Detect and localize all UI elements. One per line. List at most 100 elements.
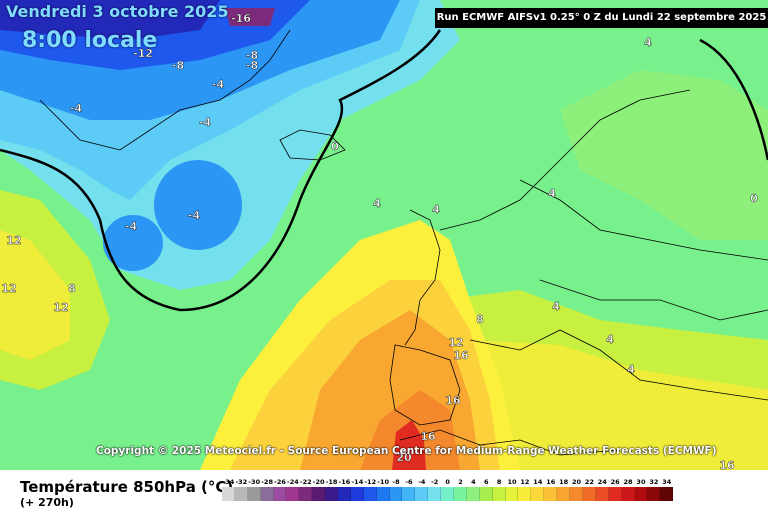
legend-title: Température 850hPa (°C) [20,478,234,496]
scale-swatch [428,487,442,501]
scale-tick: 10 [507,478,517,486]
isotherm-label: 4 [548,187,556,200]
isotherm-zero-east [699,38,768,161]
scale-tick: -4 [418,478,426,486]
scale-tick: 6 [483,478,489,486]
scale-swatch [350,487,364,501]
legend-panel: Température 850hPa (°C) (+ 270h) -34 -32-… [0,470,768,512]
scale-swatch [273,487,287,501]
scale-tick: -26 [274,478,286,486]
scale-tick: 8 [496,478,502,486]
isotherm-label: 0 [331,140,339,153]
scale-tick: 14 [533,478,543,486]
isotherm-label: 12 [53,301,68,314]
field-cold-20 [225,8,275,26]
scale-tick: -16 [338,478,351,486]
isotherm-label: 12 [448,336,463,349]
legend-subtitle: (+ 270h) [20,496,74,509]
isotherm-labels: -16-12-8-8-8-4-4-4-4-404 4444440881212121… [1,12,758,470]
isotherm-label: 12 [6,234,21,247]
scale-swatch [286,487,300,501]
scale-swatch [660,487,674,501]
scale-tick: 0 [445,478,450,486]
scale-swatch [260,487,274,501]
scale-swatch [363,487,377,501]
isotherm-label: -8 [246,59,258,72]
isotherm-label: 4 [606,333,614,346]
isotherm-label: 16 [453,349,469,362]
isotherm-label: 4 [644,36,652,49]
isotherm-label: -12 [133,47,153,60]
scale-swatch [492,487,506,501]
isotherm-label: -4 [199,116,212,129]
scale-tick: 24 [597,478,607,486]
model-run-label: Run ECMWF AIFSv1 0.25° 0 Z du Lundi 22 s… [435,8,768,28]
scale-tick: -24 [287,478,299,486]
scale-tick: 32 [649,478,659,486]
scale-swatch [466,487,480,501]
temperature-map: -16-12-8-8-8-4-4-4-4-404 4444440881212121… [0,0,768,470]
scale-tick: -8 [392,478,400,486]
scale-swatch [634,487,648,501]
field-west-12 [0,230,70,360]
scale-swatch [621,487,635,501]
scale-tick: -18 [325,478,338,486]
isotherm-label: -4 [212,78,225,91]
scale-swatch [338,487,351,501]
isotherm-label: 4 [432,203,440,216]
isotherm-label: 8 [68,282,76,295]
isotherm-label: -16 [231,12,251,25]
scale-swatch [505,487,519,501]
scale-swatch [299,487,313,501]
scale-tick: 30 [636,478,646,486]
coastlines [39,29,768,456]
scale-swatch [454,487,467,501]
scale-ticks: -34 -32 -30 -28 -26 -24 -22 -20 -18 -16 -14 -12 -10-… [222,478,673,487]
scale-tick: -22 [299,478,312,486]
scale-swatch [376,487,390,501]
forecast-time: 8:00 locale [22,28,158,53]
cold-pool-2 [103,215,163,271]
isotherm-label: -4 [125,220,138,233]
scale-swatch [312,487,326,501]
scale-tick: -10 [377,478,389,486]
scale-tick: 2 [458,478,463,486]
scale-tick: -14 [351,478,364,486]
isotherm-label: 4 [627,363,635,376]
isotherm-label: 16 [420,430,436,443]
scale-swatch [544,487,558,501]
scale-swatch [518,487,532,501]
scale-swatch [595,487,609,501]
scale-tick: 22 [584,478,594,486]
scale-swatches [222,487,674,501]
isotherm-label: -4 [70,102,83,115]
scale-swatch [389,487,403,501]
isotherm-label: 12 [1,282,16,295]
scale-tick: -34 [222,478,235,486]
field-12c [450,340,768,470]
isotherm-label: 20 [396,451,412,464]
isotherm-label: 4 [552,300,560,313]
scale-swatch [325,487,339,501]
scale-tick: 34 [662,478,672,486]
scale-tick: -6 [405,478,413,486]
scale-swatch [582,487,596,501]
isotherm-label: 16 [719,459,735,470]
scale-tick: 4 [471,478,476,486]
scale-tick: 12 [520,478,530,486]
scale-tick: 18 [559,478,569,486]
isotherm-label: 8 [476,313,484,326]
scale-swatch [647,487,661,501]
field-africa-24 [392,420,426,470]
isotherm-label: 4 [373,197,381,210]
field-cold-16 [0,0,220,40]
field-scandi [560,70,768,240]
scale-swatch [557,487,571,501]
isotherm-label: -8 [246,49,258,62]
isotherm-label: -8 [172,59,184,72]
scale-tick: 20 [571,478,582,486]
scale-swatch [247,487,261,501]
scale-swatch [402,487,416,501]
scale-tick: -28 [261,478,273,486]
